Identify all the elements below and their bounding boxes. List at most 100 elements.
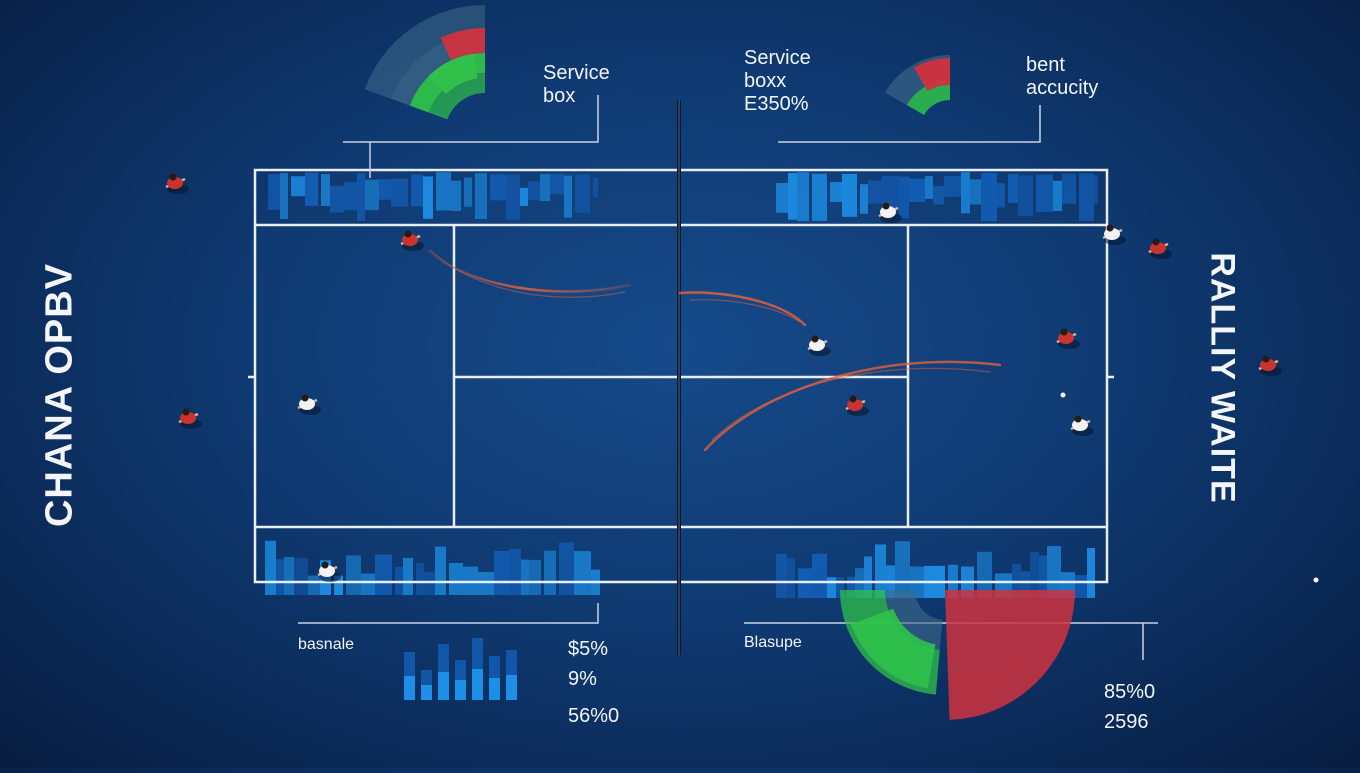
ball-trail-icon xyxy=(689,299,801,323)
ball-trail-icon xyxy=(678,291,807,327)
gauge-ring xyxy=(851,608,936,689)
alley-bar xyxy=(449,562,463,595)
alley-bar xyxy=(788,172,797,220)
hist-bar-fill xyxy=(489,678,500,700)
alley-bar xyxy=(574,551,591,595)
alley-bar xyxy=(291,176,305,197)
alley-bar xyxy=(864,556,872,598)
alley-bar xyxy=(451,180,461,212)
hist-bar-fill xyxy=(421,685,432,700)
alley-bar xyxy=(436,172,451,211)
alley-bar xyxy=(776,183,788,213)
leader-service-left xyxy=(343,95,599,143)
alley-bar xyxy=(344,182,357,211)
alley-bar xyxy=(944,175,961,197)
alley-bar xyxy=(280,172,288,220)
player-figure-icon xyxy=(1070,415,1094,436)
alley-bar xyxy=(847,576,855,598)
stat-value: 9% xyxy=(568,668,597,690)
alley-bar xyxy=(391,178,408,207)
ball-trails xyxy=(418,243,1002,452)
alley-bar xyxy=(424,571,435,595)
accuracy-label: bent accucity xyxy=(1026,54,1098,100)
alley-bar xyxy=(361,573,375,595)
leader-baseline-left xyxy=(298,603,599,624)
label-line: bent xyxy=(1026,54,1065,76)
hist-bar-fill xyxy=(438,672,449,700)
alley-bar xyxy=(1047,546,1061,598)
service-box-label-left: Service box xyxy=(543,62,610,108)
alley-bar xyxy=(506,174,520,220)
bar-histogram-icon xyxy=(404,638,517,700)
stat-value: $5% xyxy=(568,638,609,660)
alley-bar xyxy=(812,553,827,598)
alley-bar xyxy=(490,174,506,201)
bars-top-right xyxy=(776,172,1098,222)
alley-bar xyxy=(981,172,997,222)
leader-accuracy xyxy=(778,105,1041,143)
alley-bar xyxy=(544,550,556,595)
player-figure-icon xyxy=(1056,328,1080,349)
player-figure-icon xyxy=(165,173,189,194)
alley-bar xyxy=(1008,174,1018,203)
gauge-ring xyxy=(914,58,950,92)
alley-bar xyxy=(1062,173,1076,204)
ball-icon xyxy=(1313,577,1319,583)
alley-bar xyxy=(529,559,541,595)
alley-bar xyxy=(435,546,446,595)
player-figure-icon xyxy=(1148,238,1172,259)
alley-bar xyxy=(403,557,413,595)
player-figure-icon xyxy=(297,394,321,415)
ball-trail-icon xyxy=(703,360,1002,452)
label-line: accucity xyxy=(1026,77,1099,99)
alley-bar xyxy=(321,174,330,206)
leader-lines xyxy=(298,95,1158,660)
alley-bar xyxy=(1053,180,1062,212)
label-line: Service xyxy=(744,47,811,69)
player-figure-icon xyxy=(1102,224,1126,245)
alley-bar xyxy=(970,179,981,205)
alley-bar xyxy=(895,541,910,598)
gauge-ring xyxy=(428,73,485,120)
ball-icon xyxy=(1060,392,1066,398)
bars-bottom-left xyxy=(265,540,600,595)
alley-bar xyxy=(899,176,909,219)
player-figure-icon xyxy=(807,335,831,356)
alley-bar xyxy=(860,184,868,214)
alley-bar xyxy=(1039,555,1047,598)
alley-bar xyxy=(411,174,423,207)
alley-bar xyxy=(1036,174,1053,212)
alley-bar xyxy=(423,176,433,219)
ball-trail-icon xyxy=(711,367,991,441)
label-line: box xyxy=(543,85,576,107)
alley-bar xyxy=(475,173,487,220)
radial-gauge xyxy=(840,590,1076,720)
alley-bar xyxy=(925,176,933,199)
gauge-ring xyxy=(885,590,943,650)
baseline-label-left: basnale xyxy=(298,636,355,653)
bars-bottom-right xyxy=(776,541,1095,598)
alley-bar xyxy=(540,173,550,201)
player-figure-icon xyxy=(845,395,869,416)
alley-bar xyxy=(1075,575,1087,598)
alley-bar xyxy=(550,173,564,195)
radial-gauge xyxy=(364,5,485,120)
bars-top-left xyxy=(268,172,598,221)
alley-bar xyxy=(977,551,992,598)
alley-bar xyxy=(868,180,882,204)
hist-bar-fill xyxy=(455,680,466,700)
alley-bar xyxy=(478,571,494,595)
alley-bar xyxy=(308,575,320,595)
alley-bar xyxy=(1018,175,1033,216)
stat-value: 85%0 xyxy=(1104,681,1156,703)
alley-bar xyxy=(909,178,925,202)
alley-bar xyxy=(416,563,424,595)
alley-bar xyxy=(836,577,844,598)
player-figure-icon xyxy=(878,202,902,223)
alley-bar xyxy=(875,544,886,598)
alley-bar xyxy=(593,177,598,198)
alley-bar xyxy=(1030,551,1039,598)
alley-bar xyxy=(1087,547,1095,598)
alley-bar xyxy=(268,174,280,210)
